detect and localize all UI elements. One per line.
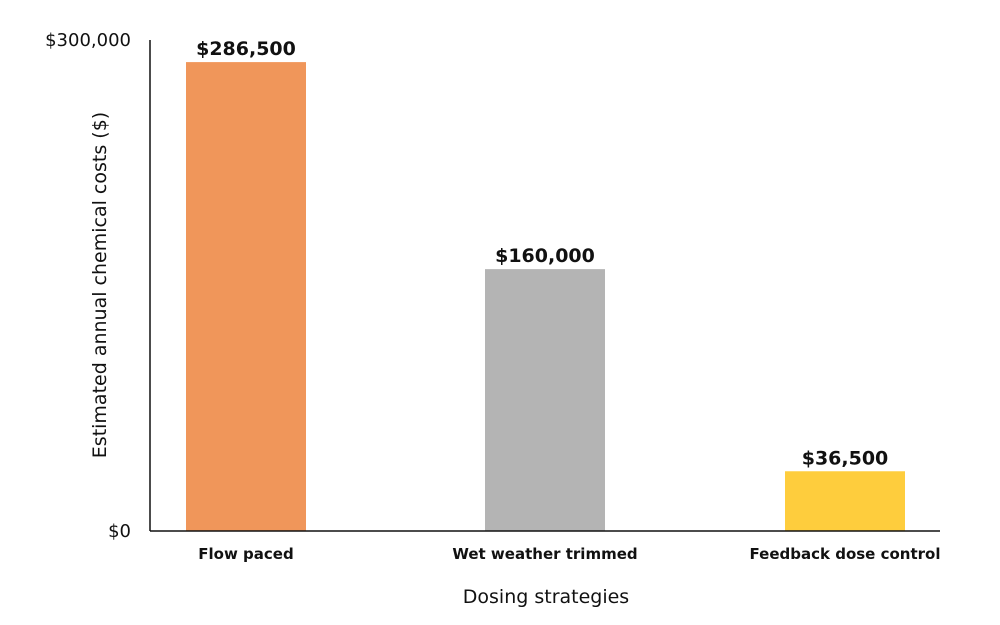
bar-3 <box>785 471 905 531</box>
x-axis-title: Dosing strategies <box>463 586 629 608</box>
y-tick-label-1: $0 <box>108 521 131 542</box>
x-tick-labels: Flow paced Wet weather trimmed Feedback do… <box>198 545 940 563</box>
y-axis-title: Estimated annual chemical costs ($) <box>89 112 111 458</box>
data-label-3: $36,500 <box>802 447 889 469</box>
labels-layer: $286,500 $160,000 $36,500 <box>196 38 888 469</box>
bar-1 <box>186 62 306 531</box>
bars-layer <box>186 62 905 531</box>
y-tick-label-2: $300,000 <box>45 30 131 51</box>
category-label-3: Feedback dose control <box>750 545 941 563</box>
y-tick-labels: $0 $300,000 <box>45 30 131 542</box>
category-label-2: Wet weather trimmed <box>452 545 637 563</box>
bar-2 <box>485 269 605 531</box>
data-label-2: $160,000 <box>495 245 595 267</box>
category-label-1: Flow paced <box>198 545 293 563</box>
data-label-1: $286,500 <box>196 38 296 60</box>
